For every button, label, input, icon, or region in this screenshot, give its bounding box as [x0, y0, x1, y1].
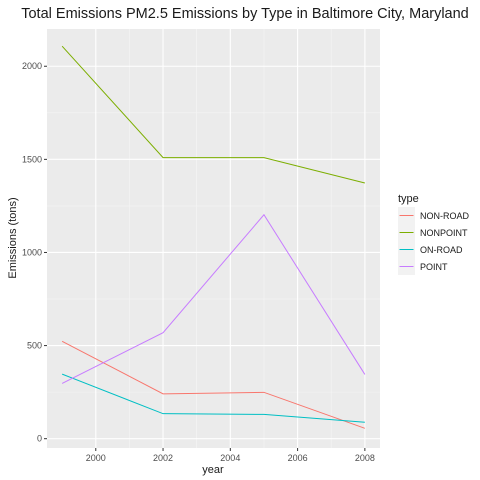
- legend-label-on-road: ON-ROAD: [420, 245, 463, 255]
- legend: type NON-ROAD NONPOINT ON-ROAD POINT: [398, 193, 469, 275]
- series-line-point: [61, 213, 366, 384]
- x-tick-label: 2002: [153, 453, 173, 463]
- y-tick-label: 500: [27, 341, 42, 351]
- y-axis-label: Emissions (tons): [7, 197, 19, 278]
- x-tick-label: 2008: [355, 453, 375, 463]
- chart-title: Total Emissions PM2.5 Emissions by Type …: [21, 6, 469, 22]
- legend-label-non-road: NON-ROAD: [420, 211, 469, 221]
- minor-gridlines: [47, 29, 380, 448]
- x-tick-label: 2004: [220, 453, 240, 463]
- legend-title: type: [398, 193, 419, 205]
- legend-label-nonpoint: NONPOINT: [420, 228, 468, 238]
- series-line-on-road: [61, 373, 365, 423]
- series-line-nonpoint: [61, 45, 365, 184]
- legend-label-point: POINT: [420, 262, 448, 272]
- x-tick-label: 2000: [86, 453, 106, 463]
- y-tick-label: 1500: [22, 154, 42, 164]
- x-axis-ticks: 2000 2002 2004 2006 2008: [86, 448, 375, 463]
- y-axis-ticks: 0 500 1000 1500 2000: [22, 61, 47, 444]
- y-tick-label: 0: [37, 434, 42, 444]
- x-axis-label: year: [202, 464, 224, 476]
- plot-panel: [47, 29, 380, 448]
- series-line-non-road: [61, 340, 366, 429]
- major-gridlines: [47, 29, 380, 448]
- y-tick-label: 1000: [22, 247, 42, 257]
- y-tick-label: 2000: [22, 61, 42, 71]
- series-lines: [61, 45, 366, 429]
- x-tick-label: 2006: [288, 453, 308, 463]
